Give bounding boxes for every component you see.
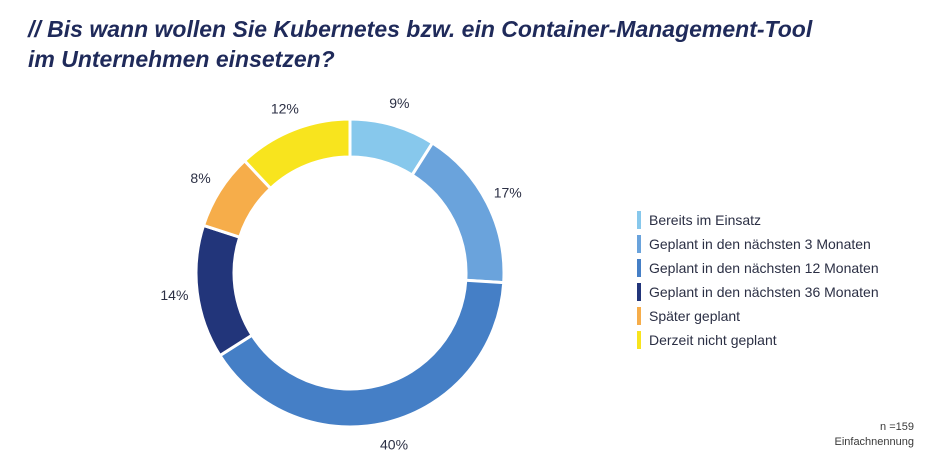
legend-swatch	[637, 211, 641, 229]
sample-size: n =159	[880, 421, 914, 433]
donut-slice-3	[217, 278, 506, 429]
slice-value-label-3: 40%	[380, 436, 408, 452]
legend-item-5: Später geplant	[637, 304, 879, 328]
legend-item-1: Bereits im Einsatz	[637, 208, 879, 232]
legend-swatch	[637, 331, 641, 349]
chart-legend: Bereits im Einsatz Geplant in den nächste…	[637, 208, 879, 352]
legend-label: Geplant in den nächsten 36 Monaten	[649, 284, 879, 300]
legend-label: Geplant in den nächsten 12 Monaten	[649, 260, 879, 276]
legend-label: Bereits im Einsatz	[649, 212, 762, 228]
legend-item-4: Geplant in den nächsten 36 Monaten	[637, 280, 879, 304]
donut-value-labels: 9% 17% 40% 14% 8% 12%	[160, 95, 521, 452]
legend-swatch	[637, 235, 641, 253]
slice-value-label-4: 14%	[160, 287, 188, 303]
footnote: n =159 Einfachnennung	[834, 420, 914, 450]
donut-slices	[194, 117, 506, 429]
slice-value-label-6: 12%	[271, 100, 299, 116]
donut-slice-6	[242, 117, 352, 191]
legend-label: Derzeit nicht geplant	[649, 332, 777, 348]
slice-value-label-1: 9%	[389, 95, 409, 111]
answer-type: Einfachnennung	[834, 436, 914, 448]
slice-value-label-5: 8%	[190, 170, 210, 186]
donut-slice-2	[410, 140, 506, 285]
chart-title-line-1: // Bis wann wollen Sie Kubernetes bzw. e…	[28, 16, 813, 42]
chart-title: // Bis wann wollen Sie Kubernetes bzw. e…	[28, 14, 928, 74]
chart-title-line-2: im Unternehmen einsetzen?	[28, 46, 335, 72]
legend-label: Später geplant	[649, 308, 741, 324]
legend-swatch	[637, 283, 641, 301]
slice-value-label-2: 17%	[494, 185, 522, 201]
legend-item-2: Geplant in den nächsten 3 Monaten	[637, 232, 879, 256]
legend-swatch	[637, 259, 641, 277]
legend-item-6: Derzeit nicht geplant	[637, 328, 879, 352]
legend-label: Geplant in den nächsten 3 Monaten	[649, 236, 871, 252]
legend-swatch	[637, 307, 641, 325]
legend-item-3: Geplant in den nächsten 12 Monaten	[637, 256, 879, 280]
donut-slice-4	[194, 223, 255, 358]
